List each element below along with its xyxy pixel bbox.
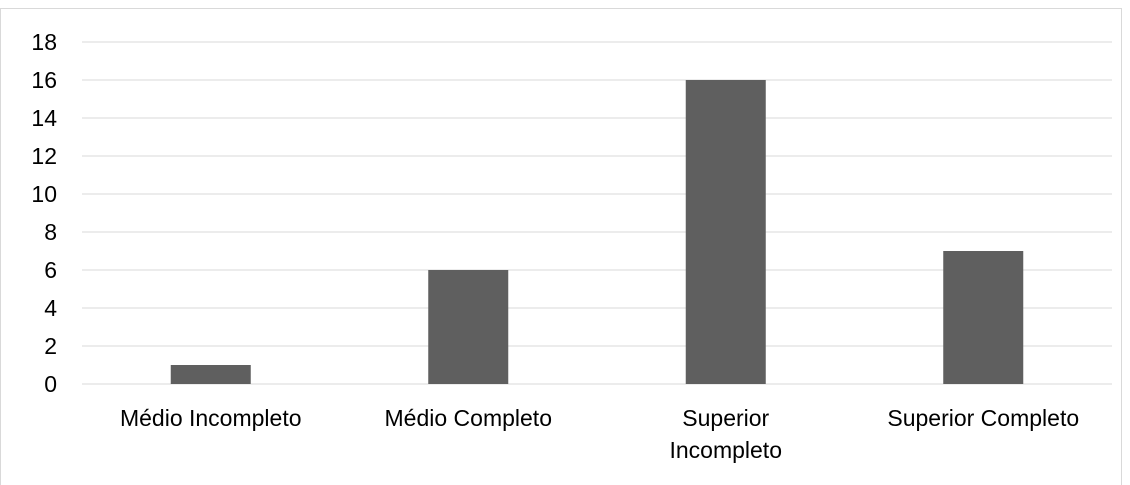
- x-tick-label: Médio Completo: [385, 405, 552, 431]
- x-tick-label: Médio Incompleto: [120, 405, 302, 431]
- bar: [685, 80, 766, 384]
- y-tick-label: 6: [44, 257, 57, 283]
- y-tick-label: 12: [31, 143, 57, 169]
- x-tick-label-line: Médio Completo: [385, 405, 552, 431]
- y-tick-label: 18: [31, 29, 57, 55]
- x-tick-label-line: Superior: [682, 405, 769, 431]
- bar: [943, 251, 1024, 384]
- y-tick-label: 8: [44, 219, 57, 245]
- x-tick-label-line: Incompleto: [669, 437, 782, 463]
- x-tick-label-line: Superior Completo: [887, 405, 1079, 431]
- gridlines: [82, 41, 1112, 385]
- y-tick-label: 14: [31, 105, 57, 131]
- x-tick-label: Superior Completo: [887, 405, 1079, 431]
- chart-frame: [0, 8, 1122, 485]
- bars: [170, 80, 1024, 384]
- y-axis-ticks: 0 2 4 6 8 10 12 14 16 18: [31, 29, 57, 397]
- y-tick-label: 10: [31, 181, 57, 207]
- y-tick-label: 16: [31, 67, 57, 93]
- x-tick-label-line: Médio Incompleto: [120, 405, 302, 431]
- bar: [428, 270, 509, 384]
- y-tick-label: 0: [44, 371, 57, 397]
- bar: [170, 365, 251, 384]
- y-tick-label: 2: [44, 333, 57, 359]
- x-tick-label: Superior Incompleto: [669, 405, 782, 463]
- x-axis-labels: Médio Incompleto Médio Completo Superior In…: [120, 405, 1079, 463]
- y-tick-label: 4: [44, 295, 57, 321]
